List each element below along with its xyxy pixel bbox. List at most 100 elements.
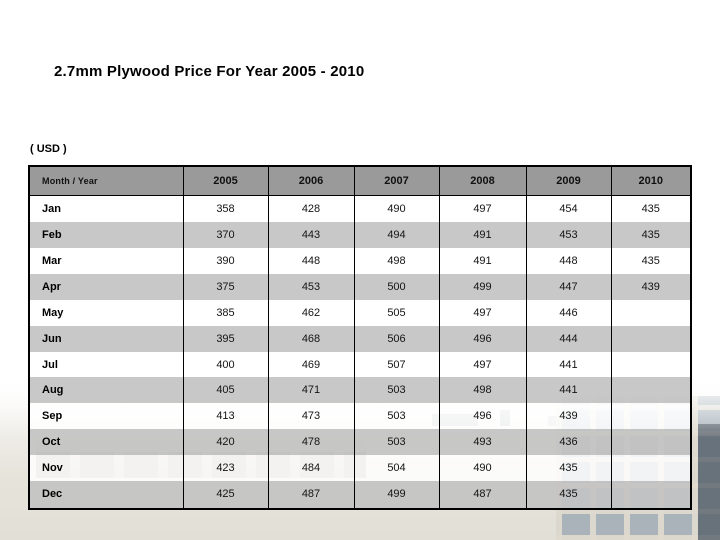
price-cell: 484 bbox=[267, 455, 355, 481]
table-row: Mar 390 448 498 491 448 435 bbox=[28, 248, 692, 275]
price-cell: 439 bbox=[610, 274, 692, 300]
price-cell: 453 bbox=[267, 274, 355, 300]
price-cell: 390 bbox=[182, 248, 269, 275]
price-cell bbox=[610, 429, 692, 456]
price-cell: 493 bbox=[438, 429, 527, 456]
price-cell: 448 bbox=[267, 248, 355, 275]
price-cell: 441 bbox=[525, 377, 612, 404]
price-cell: 453 bbox=[525, 222, 612, 249]
price-cell bbox=[610, 299, 692, 326]
price-cell: 505 bbox=[353, 299, 440, 326]
price-cell: 497 bbox=[438, 351, 527, 378]
table-row: Dec 425 487 499 487 435 bbox=[28, 480, 692, 509]
price-cell: 435 bbox=[525, 455, 612, 481]
month-cell: Mar bbox=[28, 248, 184, 275]
price-cell bbox=[610, 455, 692, 481]
price-cell: 506 bbox=[353, 325, 440, 352]
price-cell: 498 bbox=[353, 248, 440, 275]
price-cell bbox=[610, 377, 692, 404]
price-cell bbox=[610, 480, 692, 509]
price-cell bbox=[610, 403, 692, 430]
price-cell: 385 bbox=[182, 299, 269, 326]
table-row: Jun 395 468 506 496 444 bbox=[28, 325, 692, 352]
price-cell: 490 bbox=[353, 195, 440, 223]
currency-label: ( USD ) bbox=[30, 143, 67, 155]
price-cell: 435 bbox=[610, 222, 692, 249]
column-header-year: 2007 bbox=[353, 166, 440, 196]
month-cell: Sep bbox=[28, 403, 184, 430]
table-row: May 385 462 505 497 446 bbox=[28, 299, 692, 326]
price-cell: 473 bbox=[267, 403, 355, 430]
price-cell: 487 bbox=[267, 480, 355, 509]
column-header-month-year: Month / Year bbox=[28, 166, 184, 196]
plywood-price-table: Month / Year 2005 2006 2007 2008 2009 2010 Jan… bbox=[28, 165, 692, 510]
price-cell: 497 bbox=[438, 195, 527, 223]
price-cell: 405 bbox=[182, 377, 269, 404]
month-cell: May bbox=[28, 299, 184, 326]
column-header-year: 2006 bbox=[267, 166, 355, 196]
price-cell: 491 bbox=[438, 248, 527, 275]
price-cell: 443 bbox=[267, 222, 355, 249]
price-cell: 447 bbox=[525, 274, 612, 300]
price-cell: 507 bbox=[353, 351, 440, 378]
table-row: Sep 413 473 503 496 439 bbox=[28, 403, 692, 430]
price-cell: 435 bbox=[610, 195, 692, 223]
table-header-row: Month / Year 2005 2006 2007 2008 2009 2010 bbox=[28, 166, 692, 196]
price-cell: 454 bbox=[525, 195, 612, 223]
price-cell: 446 bbox=[525, 299, 612, 326]
price-cell: 370 bbox=[182, 222, 269, 249]
table-row: Feb 370 443 494 491 453 435 bbox=[28, 222, 692, 249]
price-cell: 439 bbox=[525, 403, 612, 430]
price-cell: 503 bbox=[353, 403, 440, 430]
price-cell: 423 bbox=[182, 455, 269, 481]
table-row: Jan 358 428 490 497 454 435 bbox=[28, 195, 692, 223]
price-cell: 395 bbox=[182, 325, 269, 352]
price-cell: 497 bbox=[438, 299, 527, 326]
price-cell: 425 bbox=[182, 480, 269, 509]
slide-title: 2.7mm Plywood Price For Year 2005 - 2010 bbox=[54, 63, 365, 80]
month-cell: Feb bbox=[28, 222, 184, 249]
month-cell: Jul bbox=[28, 351, 184, 378]
table-row: Nov 423 484 504 490 435 bbox=[28, 455, 692, 481]
price-cell: 503 bbox=[353, 429, 440, 456]
price-cell: 496 bbox=[438, 325, 527, 352]
price-cell: 496 bbox=[438, 403, 527, 430]
price-cell: 428 bbox=[267, 195, 355, 223]
price-cell: 444 bbox=[525, 325, 612, 352]
column-header-year: 2009 bbox=[525, 166, 612, 196]
price-cell: 504 bbox=[353, 455, 440, 481]
background-photo-edge bbox=[698, 424, 720, 540]
price-cell: 491 bbox=[438, 222, 527, 249]
table-row: Apr 375 453 500 499 447 439 bbox=[28, 274, 692, 300]
price-cell: 375 bbox=[182, 274, 269, 300]
table-row: Jul 400 469 507 497 441 bbox=[28, 351, 692, 378]
price-cell: 358 bbox=[182, 195, 269, 223]
month-cell: Nov bbox=[28, 455, 184, 481]
table-row: Aug 405 471 503 498 441 bbox=[28, 377, 692, 404]
price-cell: 441 bbox=[525, 351, 612, 378]
price-cell: 436 bbox=[525, 429, 612, 456]
price-cell: 471 bbox=[267, 377, 355, 404]
price-cell: 400 bbox=[182, 351, 269, 378]
price-cell: 503 bbox=[353, 377, 440, 404]
price-cell bbox=[610, 351, 692, 378]
table-row: Oct 420 478 503 493 436 bbox=[28, 429, 692, 456]
column-header-year: 2010 bbox=[610, 166, 692, 196]
price-cell: 490 bbox=[438, 455, 527, 481]
month-cell: Oct bbox=[28, 429, 184, 456]
price-cell: 448 bbox=[525, 248, 612, 275]
price-cell: 487 bbox=[438, 480, 527, 509]
month-cell: Jan bbox=[28, 195, 184, 223]
price-cell: 499 bbox=[353, 480, 440, 509]
price-cell: 498 bbox=[438, 377, 527, 404]
price-cell: 469 bbox=[267, 351, 355, 378]
month-cell: Jun bbox=[28, 325, 184, 352]
month-cell: Dec bbox=[28, 480, 184, 509]
price-cell bbox=[610, 325, 692, 352]
price-cell: 413 bbox=[182, 403, 269, 430]
column-header-year: 2008 bbox=[438, 166, 527, 196]
price-cell: 462 bbox=[267, 299, 355, 326]
price-cell: 500 bbox=[353, 274, 440, 300]
price-cell: 435 bbox=[610, 248, 692, 275]
